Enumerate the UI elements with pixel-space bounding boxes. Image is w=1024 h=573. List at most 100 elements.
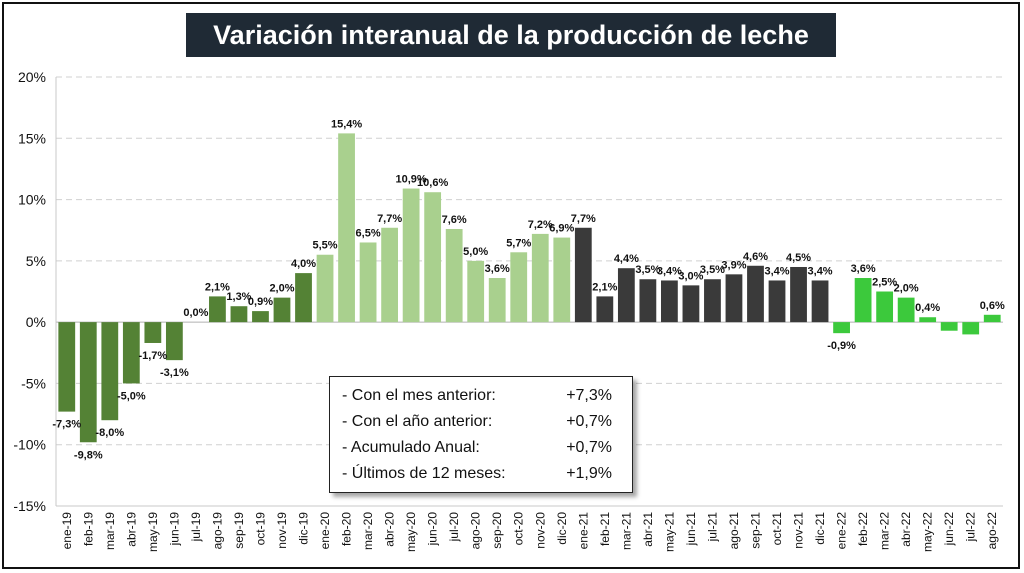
bar-may-21 (661, 280, 678, 323)
data-label: 0,0% (183, 307, 208, 319)
data-label: -0,9% (827, 340, 856, 352)
data-label: 10,9% (396, 174, 427, 186)
x-tick-label: ago-22 (985, 512, 999, 550)
x-tick-label: ago-21 (727, 512, 741, 550)
bar-ene-20 (316, 254, 334, 323)
bar-ago-20 (467, 260, 485, 323)
bar-feb-22 (854, 278, 872, 323)
data-label: 3,5% (700, 264, 725, 276)
data-label: 4,4% (614, 253, 639, 265)
stat-value: +0,7% (566, 439, 612, 456)
bar-sep-19 (230, 306, 248, 323)
data-label: -9,8% (74, 449, 103, 461)
x-tick-label: feb-20 (340, 512, 354, 546)
bar-mar-20 (359, 242, 377, 323)
x-tick-label: may-20 (404, 512, 418, 552)
x-tick-label: sep-20 (490, 512, 504, 549)
bar-abr-20 (381, 227, 398, 323)
data-label: 3,4% (657, 265, 682, 277)
x-tick-label: ago-19 (210, 512, 224, 550)
stat-row-year: - Con el año anterior: +0,7% (342, 409, 632, 435)
x-tick-label: ene-22 (835, 512, 849, 550)
bar-jul-20 (445, 228, 463, 323)
bar-mar-19 (101, 322, 119, 421)
x-tick-label: nov-19 (275, 512, 289, 549)
stats-box: - Con el mes anterior: +7,3% - Con el añ… (329, 376, 633, 493)
x-tick-label: nov-21 (792, 512, 806, 549)
data-label: 6,5% (356, 227, 381, 239)
stat-row-12-months: - Últimos de 12 meses: +1,9% (342, 461, 632, 487)
data-label: -5,0% (117, 390, 146, 402)
x-tick-label: abr-21 (641, 512, 655, 547)
bar-oct-21 (768, 280, 786, 323)
y-tick-label: 10% (18, 192, 46, 208)
bar-mar-22 (876, 291, 894, 323)
data-label: 0,6% (980, 300, 1005, 312)
bar-dic-21 (811, 280, 829, 323)
data-label: -3,1% (160, 367, 189, 379)
y-tick-label: 5% (26, 253, 46, 269)
x-tick-label: feb-22 (856, 512, 870, 546)
bar-ago-22 (983, 314, 1001, 323)
x-tick-label: mar-19 (103, 512, 117, 550)
data-label: -8,0% (95, 427, 124, 439)
bar-jun-22 (940, 322, 958, 331)
x-tick-label: oct-20 (512, 512, 526, 546)
data-label: 15,4% (331, 118, 362, 130)
data-label: 3,9% (721, 259, 746, 271)
x-tick-label: feb-19 (81, 512, 95, 546)
x-tick-label: ene-20 (318, 512, 332, 550)
y-tick-label: 15% (18, 130, 46, 146)
data-label: 5,0% (463, 246, 488, 258)
data-label: 4,6% (743, 251, 768, 263)
data-label: -7,3% (52, 419, 81, 431)
bar-may-19 (144, 322, 162, 343)
data-label: 5,7% (506, 237, 531, 249)
stat-row-accumulated: - Acumulado Anual: +0,7% (342, 435, 632, 461)
stat-row-month: - Con el mes anterior: +7,3% (342, 383, 632, 409)
bar-jul-22 (962, 322, 980, 335)
y-tick-label: -10% (13, 437, 46, 453)
x-tick-label: jul-20 (447, 512, 461, 543)
stat-label: - Últimos de 12 meses: (342, 465, 506, 482)
x-tick-label: jun-22 (942, 512, 956, 547)
data-label: 3,5% (635, 264, 660, 276)
x-tick-label: jul-19 (189, 512, 203, 543)
data-label: 2,1% (205, 281, 230, 293)
bar-mar-21 (617, 268, 635, 323)
data-label: 2,5% (872, 277, 897, 289)
bar-sep-20 (488, 278, 506, 323)
x-tick-label: nov-20 (533, 512, 547, 549)
x-tick-label: oct-21 (770, 512, 784, 546)
stat-value: +0,7% (566, 413, 612, 430)
bar-jun-19 (165, 322, 183, 361)
data-label: 2,1% (592, 281, 617, 293)
chart-title: Variación interanual de la producción de… (186, 13, 836, 57)
data-label: 2,0% (269, 283, 294, 295)
bar-dic-20 (553, 237, 571, 323)
bar-may-20 (402, 188, 420, 323)
x-tick-label: abr-22 (899, 512, 913, 547)
bar-nov-21 (790, 266, 807, 323)
bar-ago-19 (209, 296, 226, 323)
data-labels: -7,3%-9,8%-8,0%-5,0%-1,7%-3,1%0,0%2,1%1,… (52, 118, 1005, 461)
bar-jun-21 (682, 285, 700, 323)
data-label: 0,9% (248, 296, 273, 308)
x-tick-label: sep-21 (748, 512, 762, 549)
y-axis-ticks: -15% -10% -5% 0% 5% 10% 15% 20% (13, 69, 46, 514)
x-tick-label: dic-19 (297, 512, 311, 545)
x-tick-label: jun-19 (167, 512, 181, 547)
stat-label: - Con el año anterior: (342, 413, 493, 430)
data-label: 0,4% (915, 302, 940, 314)
data-label: 2,0% (894, 283, 919, 295)
x-tick-label: dic-20 (555, 512, 569, 545)
bar-ene-19 (58, 322, 76, 412)
x-tick-label: mar-20 (361, 512, 375, 550)
x-tick-label: jul-21 (705, 512, 719, 543)
bar-ene-22 (833, 322, 850, 334)
bar-jun-20 (424, 192, 442, 323)
bar-abr-21 (639, 279, 657, 323)
x-tick-label: mar-21 (619, 512, 633, 550)
data-label: 3,6% (851, 263, 876, 275)
bar-feb-21 (596, 296, 614, 323)
